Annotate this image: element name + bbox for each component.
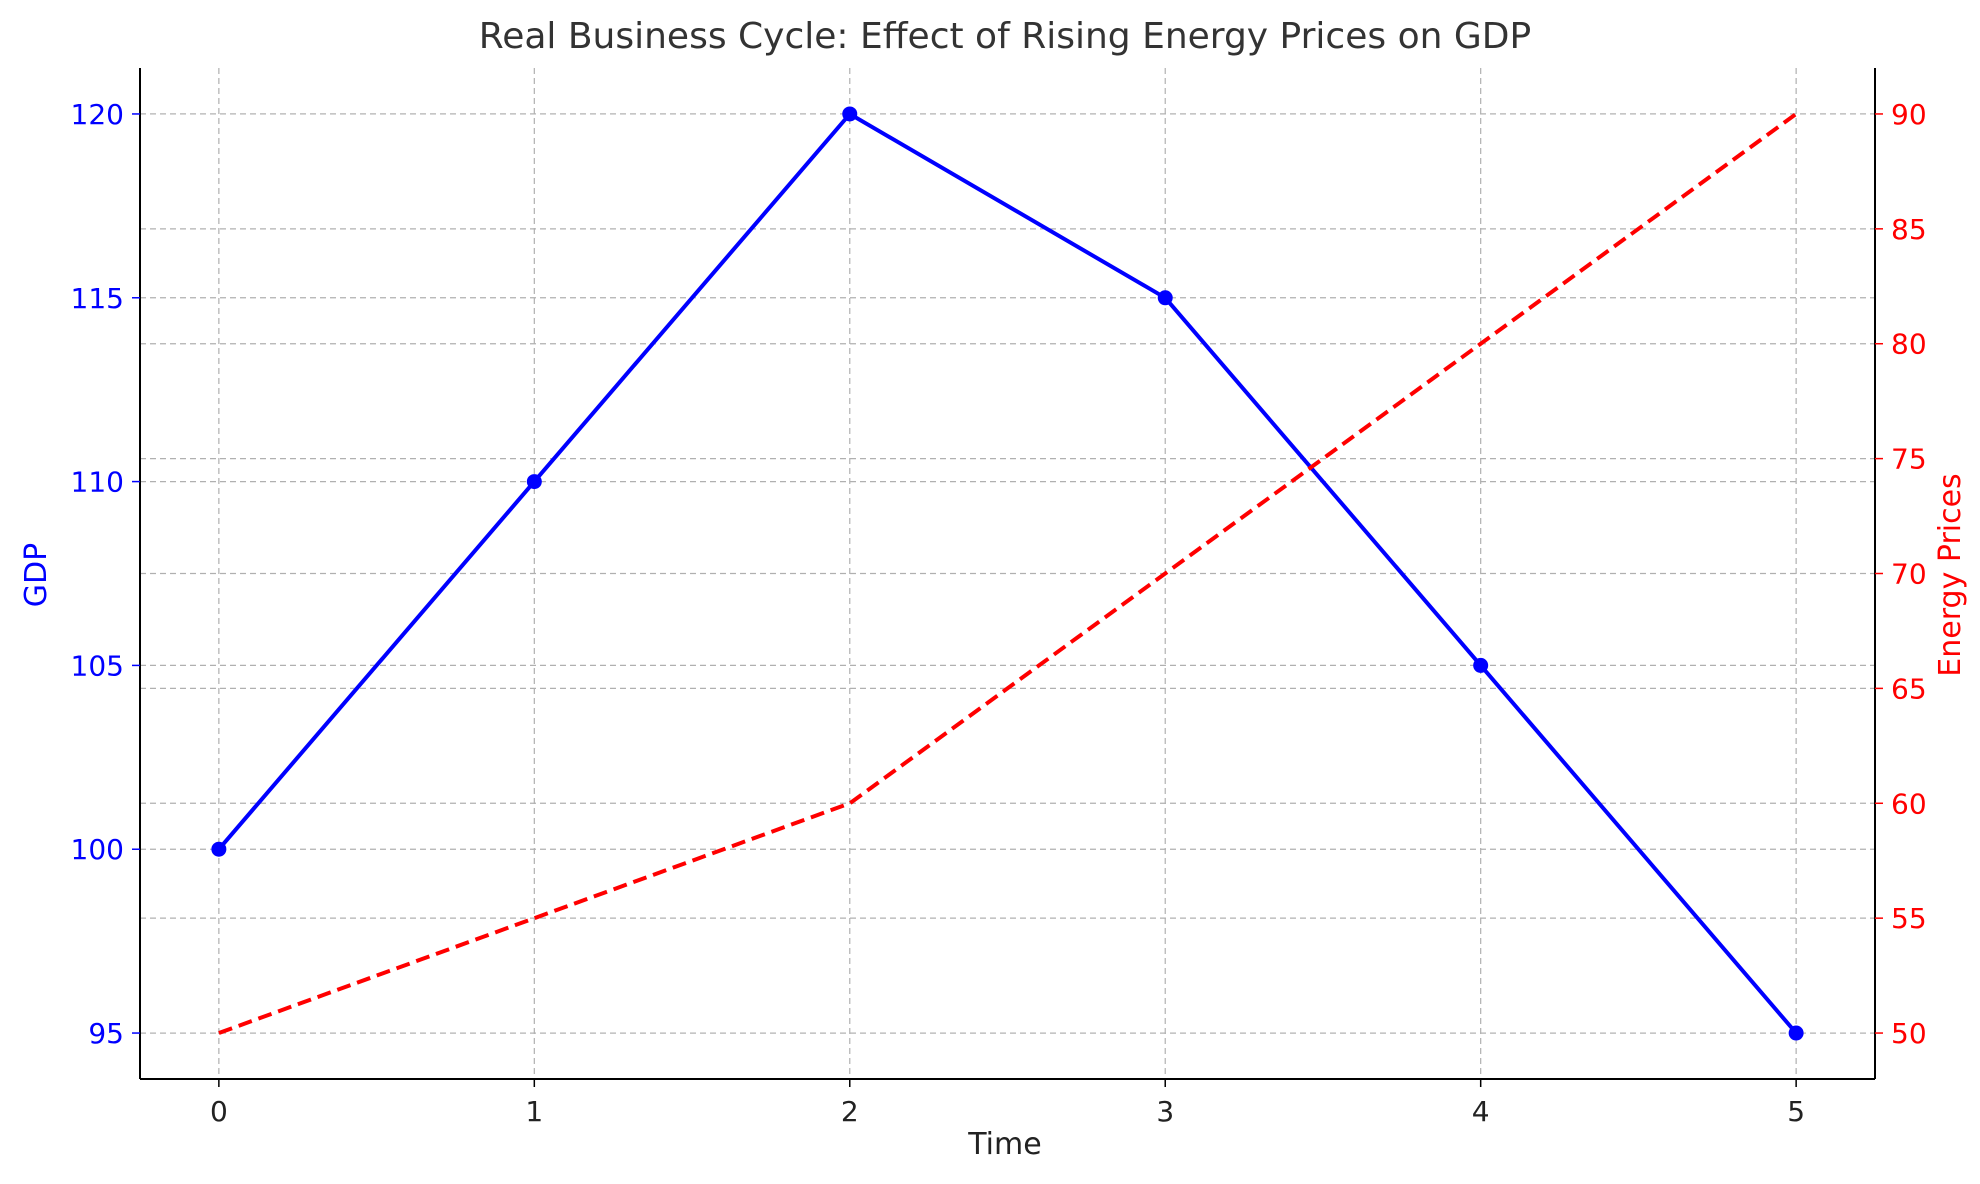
gdp-data-point (1788, 1025, 1804, 1041)
left-y-tick-label: 115 (71, 282, 124, 315)
right-y-tick-label: 85 (1891, 213, 1927, 246)
right-y-tick-label: 50 (1891, 1017, 1927, 1050)
gdp-data-point (842, 106, 858, 122)
right-y-tick-label: 65 (1891, 672, 1927, 705)
left-y-axis-label: GDP (19, 543, 54, 607)
x-tick-label: 1 (525, 1095, 543, 1128)
x-tick-label: 0 (210, 1095, 228, 1128)
right-y-tick-label: 70 (1891, 558, 1927, 591)
left-y-tick-label: 100 (71, 833, 124, 866)
gdp-series-line (217, 112, 1798, 1035)
left-y-tick-label: 95 (88, 1017, 124, 1050)
right-y-axis-label: Energy Prices (1933, 473, 1968, 676)
gdp-data-point (1157, 290, 1173, 306)
x-tick-label: 2 (841, 1095, 859, 1128)
ticks-layer: 0 1 2 3 4 5 95 100 105 110 115 120 50 55 60 65 70 75 80 85 9… (71, 98, 1927, 1128)
x-tick-label: 3 (1156, 1095, 1174, 1128)
grid-layer (140, 68, 1875, 1079)
right-y-tick-label: 80 (1891, 328, 1927, 361)
gdp-data-point (526, 474, 542, 490)
right-y-tick-label: 60 (1891, 787, 1927, 820)
right-y-tick-label: 55 (1891, 902, 1927, 935)
gdp-data-point (1473, 657, 1489, 673)
series-layer (211, 106, 1804, 1041)
chart-title: Real Business Cycle: Effect of Rising En… (479, 16, 1531, 57)
gdp-data-point (211, 841, 227, 857)
left-y-tick-label: 120 (71, 98, 124, 131)
x-tick-label: 4 (1472, 1095, 1490, 1128)
x-tick-label: 5 (1787, 1095, 1805, 1128)
right-y-tick-label: 75 (1891, 443, 1927, 476)
left-y-tick-label: 105 (71, 649, 124, 682)
x-axis-label: Time (967, 1127, 1041, 1162)
left-y-tick-label: 110 (71, 466, 124, 499)
energy-prices-series-line (218, 112, 1798, 1035)
right-y-tick-label: 90 (1891, 98, 1927, 131)
